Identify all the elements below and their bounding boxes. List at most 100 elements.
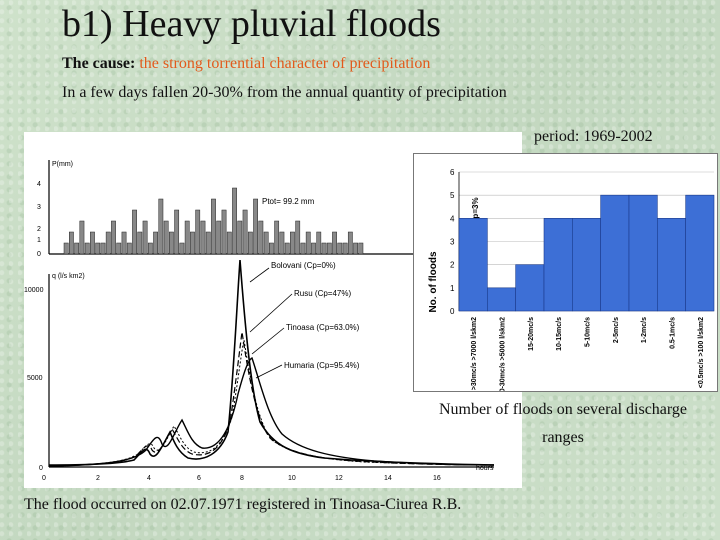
bar <box>628 194 658 312</box>
x-unit: hours <box>476 465 494 472</box>
precipitation-bar <box>95 242 101 255</box>
x-tick: 2 <box>96 475 100 482</box>
p-tick: 1 <box>37 237 41 244</box>
q-tick: 10000 <box>24 287 44 294</box>
y-tick-label: 5 <box>450 191 455 200</box>
curve-label: Humaria (Cp=95.4%) <box>284 361 360 370</box>
precipitation-bar <box>216 220 222 255</box>
curve-humaria <box>48 357 495 467</box>
precipitation-bar <box>195 209 201 255</box>
precipitation-bar <box>63 242 69 255</box>
bar-chart-svg: No. of floods p=3% 0 1 2 3 4 5 6 >30mc/s >7000… <box>428 168 715 396</box>
precipitation-bar <box>163 220 169 255</box>
x-tick: 12 <box>335 475 343 482</box>
x-tick: 8 <box>240 475 244 482</box>
p-total-label: Ptot= 99.2 mm <box>262 197 315 206</box>
slide-title: b1) Heavy pluvial floods <box>62 3 441 45</box>
precipitation-bar <box>263 231 269 255</box>
x-category-label: 20-30mc/s >5000 l/skm2 <box>500 317 507 391</box>
p-tick: 4 <box>37 181 41 188</box>
precipitation-bar <box>169 231 174 255</box>
precipitation-bar <box>300 242 306 255</box>
precipitation-bar <box>326 242 332 255</box>
bar <box>458 218 488 312</box>
precipitation-bars <box>63 187 364 255</box>
cause-label: The cause: <box>62 55 136 72</box>
bar-series <box>458 194 715 312</box>
x-tick: 10 <box>288 475 296 482</box>
x-tick: 16 <box>433 475 441 482</box>
precipitation-bar <box>337 242 343 255</box>
y-axis-label: No. of floods <box>428 251 439 313</box>
precipitation-bar <box>174 209 180 255</box>
precipitation-bar <box>221 209 227 255</box>
precipitation-bar <box>126 242 132 255</box>
precipitation-bar <box>158 198 164 255</box>
bar <box>600 194 630 312</box>
precipitation-bar <box>142 220 148 255</box>
precipitation-bar <box>332 231 337 255</box>
precipitation-bar <box>147 242 153 255</box>
precipitation-bar <box>179 242 185 255</box>
x-category-label: 1-2mc/s <box>641 317 648 343</box>
x-tick: 4 <box>147 475 151 482</box>
precipitation-bar <box>242 209 248 255</box>
precipitation-bar <box>305 231 311 255</box>
bar <box>572 218 601 312</box>
q-axis-label: q (l/s km2) <box>52 273 85 280</box>
hydrograph-svg: P(mm) 4 3 2 1 0 Ptot= 99.2 mm q (l/s km2… <box>24 160 495 482</box>
precipitation-bar <box>342 242 348 255</box>
precipitation-bar <box>69 231 74 255</box>
precipitation-bar <box>105 231 111 255</box>
precipitation-bar <box>190 231 195 255</box>
precipitation-bar <box>100 242 106 255</box>
bar <box>657 218 686 312</box>
x-category-label: >30mc/s >7000 l/skm2 <box>471 317 478 390</box>
y-tick-label: 1 <box>450 284 455 293</box>
precipitation-bar <box>74 242 80 255</box>
x-tick: 6 <box>197 475 201 482</box>
x-category-label: <0.5mc/s >100 l/skm2 <box>698 317 705 388</box>
q-tick: 0 <box>39 465 43 472</box>
bar <box>515 264 545 312</box>
bar <box>487 287 516 312</box>
bar <box>543 218 573 312</box>
x-category-label: 2-5mc/s <box>613 317 620 343</box>
y-tick-label: 4 <box>450 214 455 223</box>
bar <box>685 194 715 312</box>
cause-text: the strong torrential character of preci… <box>139 55 431 72</box>
precipitation-bar <box>153 231 158 255</box>
precipitation-bar <box>111 220 116 255</box>
precipitation-bar <box>237 220 243 255</box>
precipitation-bar <box>274 220 280 255</box>
curve-label: Tinoasa (Cp=63.0%) <box>286 323 360 332</box>
precipitation-bar <box>132 209 137 255</box>
bottom-caption: The flood occurred on 02.07.1971 registe… <box>24 496 462 513</box>
cause-line: The cause: the strong torrential charact… <box>62 55 430 73</box>
x-category-label: 15-20mc/s <box>528 317 535 351</box>
x-tick-labels: 0 2 4 6 8 10 12 14 16 hours <box>42 465 494 482</box>
y-tick-label: 0 <box>450 307 455 316</box>
precipitation-bar <box>79 220 85 255</box>
flood-count-chart: No. of floods p=3% 0 1 2 3 4 5 6 >30mc/s >7000… <box>413 153 718 396</box>
y-tick-label: 2 <box>450 261 455 270</box>
precipitation-bar <box>247 231 253 255</box>
x-tick-labels: >30mc/s >7000 l/skm2 20-30mc/s >5000 l/sk… <box>471 317 705 396</box>
curve-label: Rusu (Cp=47%) <box>294 289 351 298</box>
precipitation-bar <box>290 231 295 255</box>
precipitation-bar <box>316 231 322 255</box>
precipitation-bar <box>311 242 316 255</box>
precipitation-bar <box>184 220 190 255</box>
precipitation-bar <box>347 231 353 255</box>
x-category-label: 5-10mc/s <box>585 317 592 347</box>
p-tick: 0 <box>37 251 41 258</box>
precipitation-bar <box>253 198 258 255</box>
precipitation-bar <box>258 220 264 255</box>
y-tick-label: 3 <box>450 238 455 247</box>
precipitation-bar <box>353 242 358 255</box>
annotation-label: p=3% <box>471 197 480 218</box>
precipitation-bar <box>295 220 301 255</box>
precipitation-bar <box>205 231 211 255</box>
precipitation-bar <box>211 198 216 255</box>
precipitation-bar <box>84 242 90 255</box>
